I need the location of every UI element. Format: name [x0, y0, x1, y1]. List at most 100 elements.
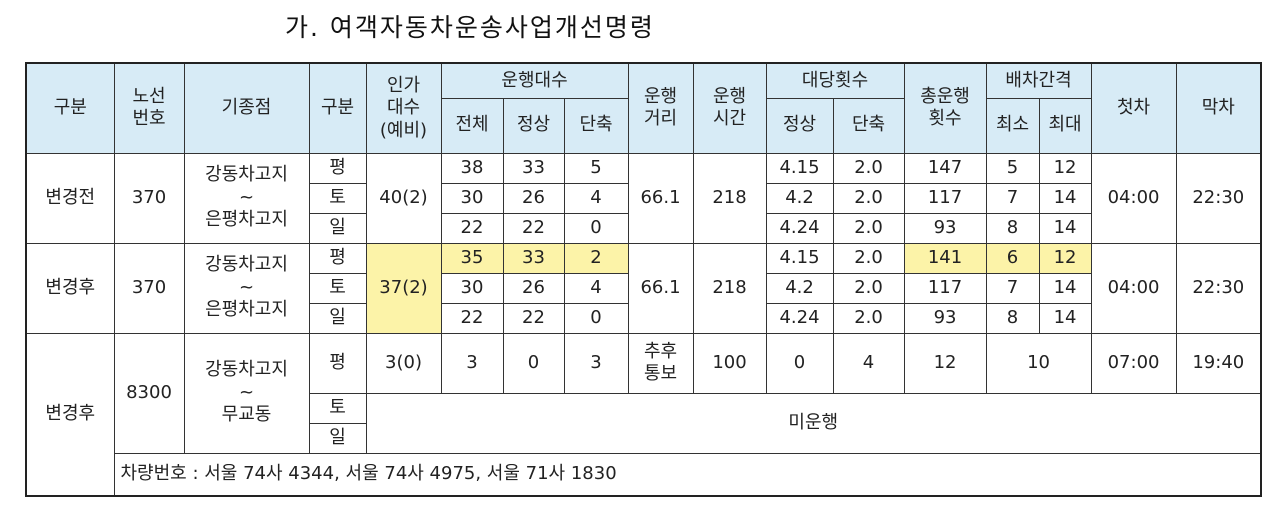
header-cell: 배차간격 — [985, 62, 1092, 99]
first-bus: 04:00 — [1090, 152, 1177, 244]
run-time: 218 — [692, 152, 767, 244]
trips-per-vehicle: 4.2 — [765, 182, 834, 214]
header-cell: 총운행 횟수 — [903, 62, 987, 154]
trips-per-vehicle: 2.0 — [832, 302, 905, 334]
header-cell: 구분 — [308, 62, 367, 154]
trips-interval: 12 — [1038, 242, 1092, 274]
day-type: 토 — [308, 182, 367, 214]
trips-interval: 14 — [1038, 212, 1092, 244]
day-type: 토 — [308, 272, 367, 304]
group-label: 변경전 — [25, 152, 115, 244]
trips-per-vehicle: 4.24 — [765, 212, 834, 244]
row: 차량번호 : 서울 74사 4344, 서울 74사 4975, 서울 71사 … — [26, 452, 1262, 497]
trips-interval: 7 — [985, 182, 1040, 214]
group-label: 변경후 — [25, 242, 115, 334]
trips-interval: 14 — [1038, 182, 1092, 214]
trips-interval: 14 — [1038, 272, 1092, 304]
row: 토 미운행 — [26, 392, 1262, 454]
row: 변경후 8300 강동차고지 ~ 무교동 평 3(0) 3 0 3 추후 통보 100 0 4 12 10… — [25, 332, 1262, 497]
cell: 추후 통보 — [627, 332, 694, 394]
row: 토 30 26 4 4.2 2.0 117 7 14 — [26, 272, 1261, 304]
trips-per-vehicle: 4.15 — [765, 242, 834, 274]
group-label: 변경후 — [25, 332, 115, 497]
day-type: 일 — [308, 302, 367, 334]
day-type: 평 — [308, 242, 367, 274]
trips-interval: 93 — [903, 302, 987, 334]
cell: 0 — [765, 332, 834, 394]
vehicle-count: 22 — [440, 212, 504, 244]
endpoints: 강동차고지 ~ 무교동 — [183, 332, 310, 454]
trips-interval: 117 — [903, 272, 987, 304]
header-cell: 운행대수 — [440, 62, 629, 99]
trips-interval: 12 — [1038, 152, 1092, 184]
day-type: 토 — [308, 392, 367, 424]
last-bus: 22:30 — [1175, 242, 1262, 334]
trips-per-vehicle: 2.0 — [832, 242, 905, 274]
vehicle-count: 22 — [502, 302, 565, 334]
row: 일 — [26, 422, 1261, 454]
header-cell: 정상 — [502, 97, 565, 154]
route-table: 구분 노선 번호 기종점 구분 인가 대수 (예비) 운행대수 운행 거리 운행 시간 대당횟수… — [25, 62, 1263, 497]
not-operated: 미운행 — [365, 392, 1262, 454]
trips-per-vehicle: 2.0 — [832, 272, 905, 304]
vehicle-count: 33 — [502, 152, 565, 184]
first-bus: 07:00 — [1090, 332, 1177, 394]
vehicle-count: 22 — [502, 212, 565, 244]
trips-interval: 14 — [1038, 302, 1092, 334]
header-cell: 노선 번호 — [113, 62, 185, 154]
trips-per-vehicle: 2.0 — [832, 212, 905, 244]
row: 구분 노선 번호 기종점 구분 인가 대수 (예비) 운행대수 운행 거리 운행 시간 대당횟수… — [25, 62, 1262, 154]
distance: 66.1 — [627, 152, 694, 244]
header-cell: 막차 — [1175, 62, 1262, 154]
trips-per-vehicle: 2.0 — [832, 182, 905, 214]
header-cell: 운행 거리 — [627, 62, 694, 154]
vehicle-count: 38 — [440, 152, 504, 184]
trips-interval: 8 — [985, 212, 1040, 244]
route-number: 8300 — [113, 332, 185, 454]
vehicle-count: 26 — [502, 182, 565, 214]
vehicle-count: 33 — [502, 242, 565, 274]
day-type: 일 — [308, 212, 367, 244]
title: 가. 여객자동차운송사업개선명령 — [285, 13, 655, 42]
vehicle-count: 30 — [440, 272, 504, 304]
run-time: 218 — [692, 242, 767, 334]
header-cell: 최대 — [1038, 97, 1092, 154]
trips-interval: 8 — [985, 302, 1040, 334]
interval: 10 — [985, 332, 1092, 394]
cell: 3 — [440, 332, 504, 394]
vehicle-count: 0 — [563, 302, 629, 334]
row: 변경전 370 강동차고지 ~ 은평차고지 평 40(2) 38 33 5 66.1 218 4.1… — [25, 152, 1262, 244]
header-cell: 최소 — [985, 97, 1040, 154]
distance: 66.1 — [627, 242, 694, 334]
trips-interval: 147 — [903, 152, 987, 184]
header-cell: 운행 시간 — [692, 62, 767, 154]
cell: 100 — [692, 332, 767, 394]
approved-count: 40(2) — [365, 152, 442, 244]
header-cell: 정상 — [765, 97, 834, 154]
trips-per-vehicle: 4.15 — [765, 152, 834, 184]
row: 전체 정상 단축 정상 단축 최소 최대 — [26, 97, 1261, 154]
approved-count: 37(2) — [365, 242, 442, 334]
cell: 평 — [308, 332, 367, 394]
header-cell: 기종점 — [183, 62, 310, 154]
trips-interval: 117 — [903, 182, 987, 214]
trips-interval: 6 — [985, 242, 1040, 274]
vehicle-count: 4 — [563, 182, 629, 214]
endpoints: 강동차고지 ~ 은평차고지 — [183, 242, 310, 334]
header-cell: 단축 — [563, 97, 629, 154]
cell: 12 — [903, 332, 987, 394]
row: 일 22 22 0 4.24 2.0 93 8 14 — [26, 302, 1261, 334]
header-cell: 첫차 — [1090, 62, 1177, 154]
trips-interval: 7 — [985, 272, 1040, 304]
vehicle-count: 5 — [563, 152, 629, 184]
vehicle-count: 22 — [440, 302, 504, 334]
header-cell: 구분 — [25, 62, 115, 154]
last-bus: 19:40 — [1175, 332, 1262, 394]
trips-interval: 141 — [903, 242, 987, 274]
vehicle-count: 30 — [440, 182, 504, 214]
endpoints: 강동차고지 ~ 은평차고지 — [183, 152, 310, 244]
day-type: 일 — [308, 422, 367, 454]
footnote: 차량번호 : 서울 74사 4344, 서울 74사 4975, 서울 71사 … — [113, 452, 1262, 497]
header-cell: 단축 — [832, 97, 905, 154]
vehicle-count: 35 — [440, 242, 504, 274]
